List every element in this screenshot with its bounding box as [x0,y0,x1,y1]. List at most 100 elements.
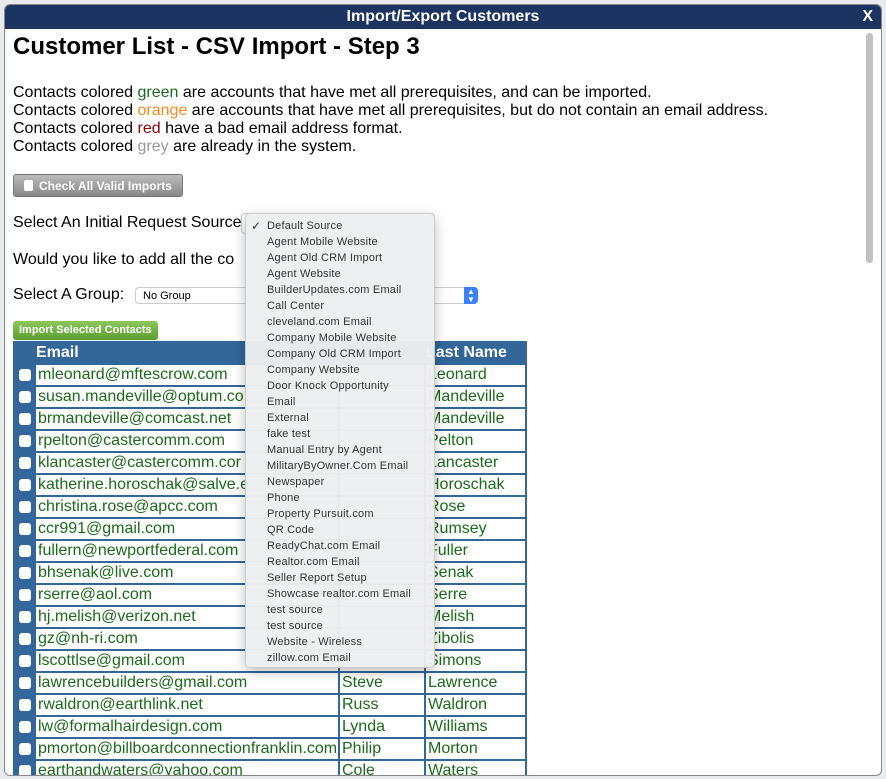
table-row: lw@formalhairdesign.com Lynda Williams [15,717,525,737]
dropdown-option[interactable]: Website - Wireless [267,636,363,648]
row-checkbox[interactable] [19,545,31,557]
dropdown-option[interactable]: Company Website [267,364,360,376]
chevron-updown-icon: ▲ ▼ [464,287,478,304]
source-label: Select An Initial Request Source [13,214,242,231]
dropdown-option[interactable]: BuilderUpdates.com Email [267,284,402,296]
dropdown-option[interactable]: Agent Old CRM Import [267,252,383,264]
legend-line: Contacts colored grey are already in the… [13,138,357,155]
modal-title: Import/Export Customers [346,8,540,25]
row-checkbox[interactable] [19,743,31,755]
dropdown-option[interactable]: cleveland.com Email [267,316,372,328]
last-name-cell: Senak [426,563,525,583]
dropdown-option[interactable]: test source [267,620,324,632]
row-checkbox[interactable] [19,721,31,733]
import-selected-contacts-button[interactable]: Import Selected Contacts [13,321,158,340]
dropdown-option[interactable]: QR Code [267,524,315,536]
last-name-cell: Lawrence [426,673,525,693]
color-legend: Contacts colored green are accounts that… [13,84,861,156]
check-all-label: Check All Valid Imports [39,178,172,193]
email-cell: lawrencebuilders@gmail.com [36,673,338,693]
dropdown-option[interactable]: Showcase realtor.com Email [267,588,411,600]
column-header-last-name: Last Name [426,344,507,361]
modal-content: Customer List - CSV Import - Step 3 Cont… [13,29,861,775]
row-checkbox[interactable] [19,413,31,425]
last-name-cell: Serre [426,585,525,605]
row-checkbox[interactable] [19,479,31,491]
dropdown-option[interactable]: test source [267,604,324,616]
close-button[interactable]: X [862,8,873,25]
dropdown-option[interactable]: zillow.com Email [267,652,351,664]
legend-line: Contacts colored red have a bad email ad… [13,120,403,137]
dropdown-option[interactable]: Seller Report Setup [267,572,367,584]
last-name-cell: Waldron [426,695,525,715]
dropdown-option[interactable]: ReadyChat.com Email [267,540,381,552]
row-checkbox[interactable] [19,633,31,645]
color-word: grey [137,138,169,155]
row-checkbox[interactable] [19,611,31,623]
row-checkbox[interactable] [19,677,31,689]
checkbox-icon [24,180,33,191]
modal-titlebar: Import/Export Customers X [5,5,881,29]
add-all-label: Would you like to add all the co [13,251,235,268]
last-name-cell: Fuller [426,541,525,561]
row-checkbox[interactable] [19,589,31,601]
last-name-cell: Lancaster [426,453,525,473]
last-name-cell: Rose [426,497,525,517]
dropdown-option[interactable]: Phone [267,492,300,504]
last-name-cell: Waters [426,761,525,775]
legend-line: Contacts colored green are accounts that… [13,84,652,101]
row-checkbox[interactable] [19,567,31,579]
email-cell: rwaldron@earthlink.net [36,695,338,715]
first-name-cell: Russ [340,695,424,715]
column-header-email: Email [36,344,79,361]
dropdown-option[interactable]: Door Knock Opportunity [267,380,389,392]
color-word: red [137,120,161,137]
last-name-cell: Leonard [426,365,525,385]
row-checkbox[interactable] [19,765,31,775]
row-checkbox[interactable] [19,501,31,513]
email-cell: earthandwaters@yahoo.com [36,761,338,775]
table-row: gz@nh-ri.com Zibolis [15,629,525,649]
dropdown-option[interactable]: Email [267,396,296,408]
color-word: orange [137,102,188,119]
last-name-cell: Morton [426,739,525,759]
group-label: Select A Group: [13,286,125,303]
last-name-cell: Rumsey [426,519,525,539]
dropdown-option[interactable]: Call Center [267,300,325,312]
email-cell: pmorton@billboardconnectionfranklin.com [36,739,338,759]
last-name-cell: Horoschak [426,475,525,495]
row-checkbox[interactable] [19,369,31,381]
dropdown-option[interactable]: Agent Website [267,268,341,280]
legend-line: Contacts colored orange are accounts tha… [13,102,769,119]
last-name-cell: Zibolis [426,629,525,649]
dropdown-option[interactable]: Realtor.com Email [267,556,360,568]
dropdown-option[interactable]: Company Mobile Website [267,332,397,344]
first-name-cell: Lynda [340,717,424,737]
dropdown-option[interactable]: Company Old CRM Import [267,348,401,360]
dropdown-option[interactable]: External [267,412,309,424]
request-source-dropdown: ✓ Default Source Agent Mobile Website Agent… [245,213,435,668]
first-name-cell: Cole [340,761,424,775]
dropdown-option[interactable]: Agent Mobile Website [267,236,378,248]
row-checkbox[interactable] [19,457,31,469]
row-checkbox[interactable] [19,699,31,711]
row-checkbox[interactable] [19,655,31,667]
row-checkbox[interactable] [19,391,31,403]
dropdown-option[interactable]: ✓ Default Source [251,219,343,233]
dropdown-option[interactable]: Manual Entry by Agent [267,444,382,456]
last-name-cell: Williams [426,717,525,737]
last-name-cell: Mandeville [426,409,525,429]
last-name-cell: Melish [426,607,525,627]
import-export-modal: Import/Export Customers X Customer List … [4,4,882,776]
dropdown-option[interactable]: Property Pursuit.com [267,508,374,520]
dropdown-option[interactable]: fake test [267,428,311,440]
dropdown-option[interactable]: MilitaryByOwner.Com Email [267,460,409,472]
table-row: pmorton@billboardconnectionfranklin.com … [15,739,525,759]
first-name-cell: Philip [340,739,424,759]
color-word: green [137,84,179,101]
check-all-valid-imports-button[interactable]: Check All Valid Imports [13,174,183,197]
row-checkbox[interactable] [19,523,31,535]
dropdown-option[interactable]: Newspaper [267,476,325,488]
scrollbar[interactable] [866,33,873,263]
row-checkbox[interactable] [19,435,31,447]
